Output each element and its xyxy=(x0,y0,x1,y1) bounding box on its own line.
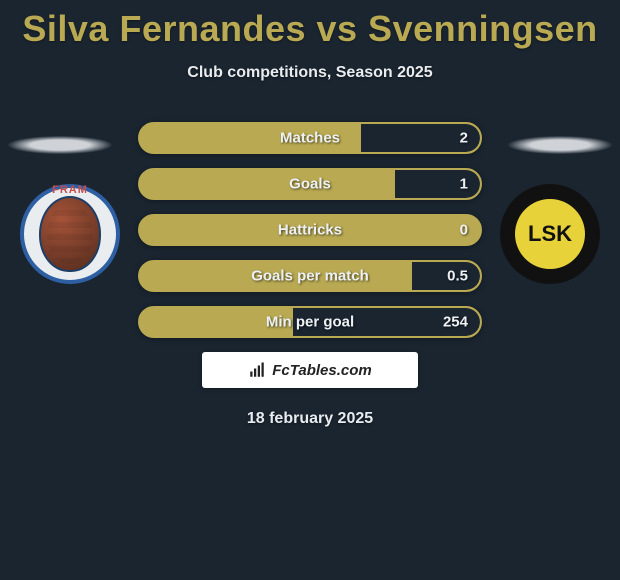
stat-value-right: 0 xyxy=(460,222,468,239)
halo-right xyxy=(508,136,612,154)
halo-left xyxy=(8,136,112,154)
stat-bar: Matches 2 xyxy=(138,122,482,154)
badge-left-ball xyxy=(39,196,101,272)
team-badge-left: FRAM xyxy=(20,184,120,284)
stat-label: Matches xyxy=(280,130,340,147)
stat-bar: Goals 1 xyxy=(138,168,482,200)
chart-icon xyxy=(248,361,266,379)
date-text: 18 february 2025 xyxy=(0,410,620,428)
stat-label: Goals per match xyxy=(251,268,369,285)
comparison-content: FRAM LSK Matches 2 Goals 1 Hattricks 0 Goals p… xyxy=(0,122,620,428)
stat-bar: Goals per match 0.5 xyxy=(138,260,482,292)
stat-value-right: 1 xyxy=(460,176,468,193)
stat-bars: Matches 2 Goals 1 Hattricks 0 Goals per match 0… xyxy=(138,122,482,338)
badge-left-outer: FRAM xyxy=(20,184,120,284)
badge-left-text: FRAM xyxy=(24,184,116,196)
badge-left-stripes xyxy=(47,204,93,264)
stat-value-right: 2 xyxy=(460,130,468,147)
stat-bar: Min per goal 254 xyxy=(138,306,482,338)
watermark-text: FcTables.com xyxy=(272,362,371,379)
stat-bar: Hattricks 0 xyxy=(138,214,482,246)
team-badge-right: LSK xyxy=(500,184,600,284)
subtitle: Club competitions, Season 2025 xyxy=(0,64,620,82)
watermark[interactable]: FcTables.com xyxy=(202,352,418,388)
stat-value-right: 0.5 xyxy=(447,268,468,285)
badge-right-outer: LSK xyxy=(500,184,600,284)
badge-right-inner: LSK xyxy=(515,199,585,269)
stat-value-right: 254 xyxy=(443,314,468,331)
stat-label: Min per goal xyxy=(266,314,354,331)
stat-label: Hattricks xyxy=(278,222,342,239)
page-title: Silva Fernandes vs Svenningsen xyxy=(0,0,620,50)
stat-label: Goals xyxy=(289,176,331,193)
stat-bar-fill-right xyxy=(412,262,480,290)
